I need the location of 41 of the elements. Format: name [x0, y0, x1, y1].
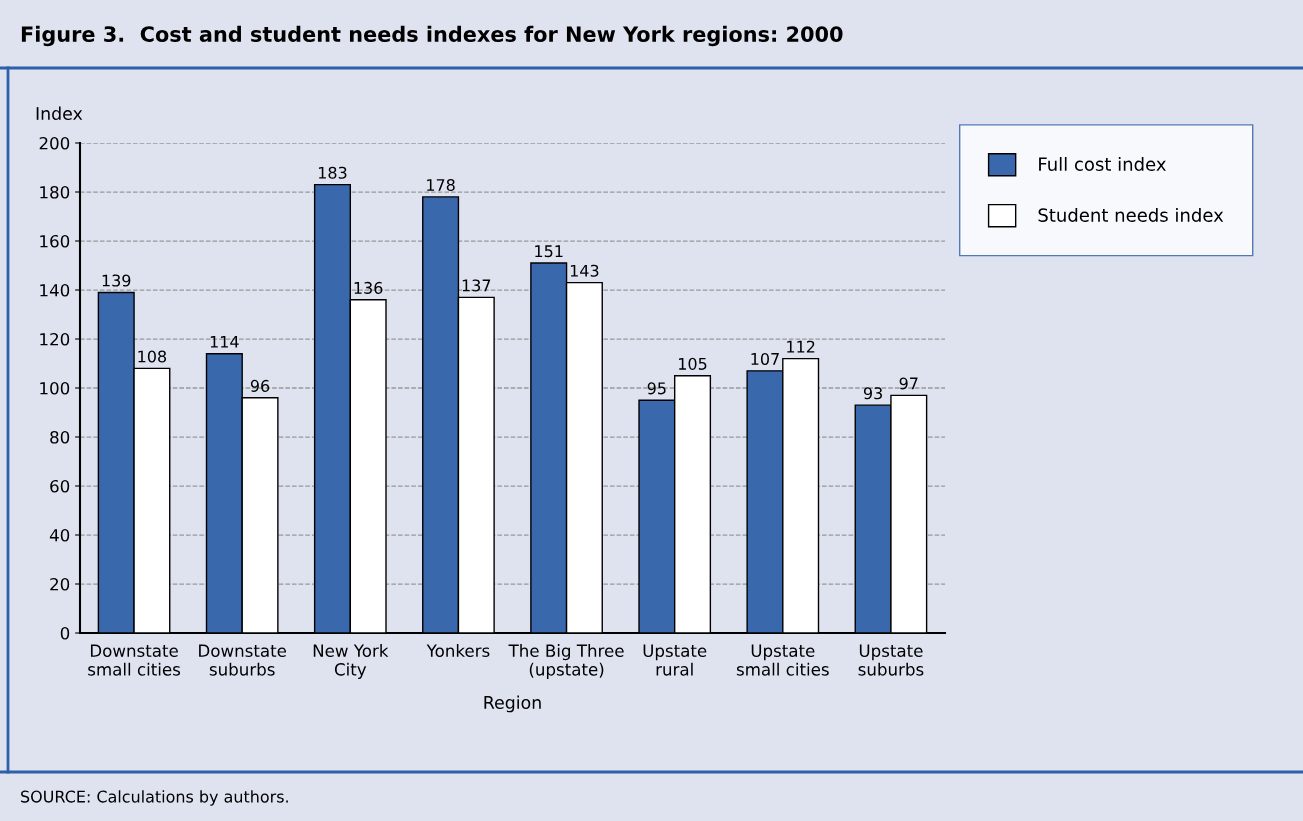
y-tick-label: 120: [40, 332, 70, 346]
data-label: 107: [751, 352, 779, 365]
data-label: 112: [787, 340, 815, 353]
legend-label: Student needs index: [1038, 207, 1224, 222]
source-note: SOURCE: Calculations by authors.: [21, 790, 288, 806]
y-tick-label: 140: [40, 283, 70, 297]
data-label: 183: [318, 166, 347, 179]
data-label: 114: [210, 335, 239, 348]
x-tick-label: Upstate suburbs: [858, 644, 924, 676]
x-tick-label: New York City: [313, 644, 389, 679]
data-label: 136: [354, 281, 383, 294]
x-tick-label: Upstate small cities: [736, 644, 829, 676]
y-tick-label: 200: [39, 136, 70, 150]
x-axis-title: Region: [484, 695, 541, 713]
data-label: 96: [250, 379, 270, 392]
data-label: 137: [462, 279, 491, 292]
legend-label: Full cost index: [1039, 157, 1166, 171]
x-tick-label: Upstate rural: [643, 644, 707, 676]
x-tick-label: Yonkers: [426, 644, 490, 658]
data-label: 151: [535, 245, 563, 258]
y-tick-label: 180: [40, 185, 70, 199]
data-label: 139: [102, 274, 131, 287]
data-label: 105: [679, 357, 707, 370]
x-tick-label: The Big Three (upstate): [508, 644, 624, 679]
data-label: 95: [647, 382, 666, 395]
y-axis-title: Index: [36, 106, 83, 121]
y-tick-label: 100: [40, 381, 70, 395]
data-label: 93: [863, 387, 882, 400]
x-tick-label: Downstate small cities: [88, 644, 181, 676]
y-tick-label: 40: [49, 528, 70, 542]
x-tick-label: Downstate suburbs: [199, 644, 287, 676]
data-label: 143: [570, 264, 599, 277]
y-tick-label: 160: [40, 234, 70, 248]
data-label: 108: [138, 350, 167, 363]
y-tick-label: 0: [60, 626, 70, 640]
y-tick-label: 20: [50, 577, 70, 591]
data-label: 97: [899, 377, 918, 390]
chart-title: Figure 3. Cost and student needs indexes for New York regions: 2000: [21, 25, 843, 47]
y-tick-label: 80: [50, 430, 70, 444]
y-tick-label: 60: [50, 479, 70, 493]
data-label: 178: [427, 178, 455, 192]
